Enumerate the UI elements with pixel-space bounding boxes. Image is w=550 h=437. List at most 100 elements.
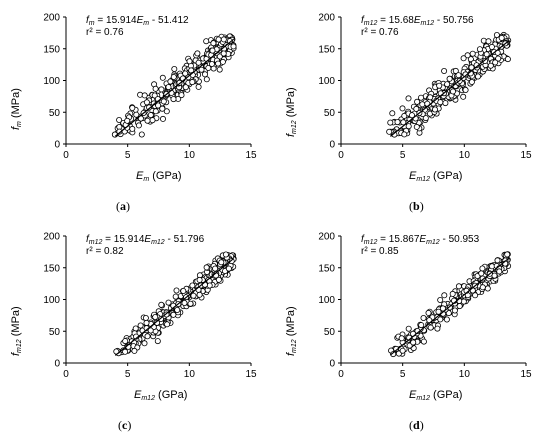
data-point	[386, 128, 393, 135]
x-axis-label: Em (GPa)	[136, 170, 182, 183]
regression-equation: fm12 = 15.68Em12 - 50.756 r² = 0.76	[361, 15, 474, 38]
data-point	[116, 117, 123, 124]
data-point	[215, 60, 222, 67]
data-point	[146, 104, 153, 111]
data-point	[210, 40, 217, 47]
data-point	[203, 38, 210, 45]
data-point	[203, 76, 210, 83]
data-point	[187, 300, 194, 307]
data-point	[196, 291, 203, 298]
data-point	[195, 59, 202, 66]
data-point	[414, 98, 421, 105]
trend-line	[389, 257, 510, 356]
r-squared: r² = 0.76	[361, 27, 399, 38]
r-squared: r² = 0.85	[361, 246, 399, 257]
data-point	[142, 315, 149, 322]
data-point	[469, 50, 476, 57]
x-axis-label: Em12 (GPa)	[409, 170, 463, 183]
x-tick-label: 0	[338, 369, 344, 380]
y-axis-label: fm12 (MPa)	[285, 87, 298, 137]
data-point	[399, 347, 406, 354]
data-point	[449, 290, 456, 297]
data-point	[495, 55, 502, 62]
data-point	[129, 104, 136, 111]
data-point	[220, 50, 227, 57]
x-tick-label: 5	[400, 150, 406, 161]
data-point	[122, 338, 129, 345]
panel-label: (b)	[409, 199, 424, 213]
data-point	[159, 115, 166, 122]
data-point	[460, 55, 467, 62]
data-point	[122, 348, 129, 355]
data-point	[456, 303, 463, 310]
data-point	[398, 335, 405, 342]
x-tick-label: 15	[520, 369, 532, 380]
data-point	[147, 112, 154, 119]
data-point	[158, 86, 165, 93]
x-tick-label: 10	[184, 150, 196, 161]
data-point	[408, 112, 415, 119]
data-point	[478, 270, 485, 277]
data-points	[113, 251, 237, 357]
y-tick-label: 150	[318, 44, 335, 55]
data-point	[387, 119, 394, 126]
data-point	[208, 61, 215, 68]
data-point	[476, 46, 483, 53]
y-tick-label: 150	[318, 263, 335, 274]
data-point	[483, 51, 490, 58]
data-point	[405, 95, 412, 102]
data-point	[455, 283, 462, 290]
data-point	[452, 67, 459, 74]
data-point	[498, 34, 505, 41]
x-tick-label: 15	[245, 150, 257, 161]
data-point	[216, 53, 223, 60]
data-point	[472, 292, 479, 299]
x-tick-label: 10	[459, 150, 471, 161]
panel-b: 0 5 10 15 0 50 100 150 200 fm12 (MPa) Em12 (GPa)…	[275, 0, 550, 218]
trend-line	[114, 257, 235, 356]
data-point	[173, 287, 180, 294]
data-point	[170, 311, 177, 318]
data-point	[137, 322, 144, 329]
data-point	[439, 305, 446, 312]
data-point	[462, 71, 469, 78]
y-tick-label: 200	[43, 13, 60, 24]
data-point	[165, 299, 172, 306]
data-point	[212, 265, 219, 272]
data-point	[163, 108, 170, 115]
data-point	[138, 131, 145, 138]
data-points	[111, 33, 237, 138]
y-tick-label: 150	[43, 263, 60, 274]
y-tick-label: 100	[43, 295, 60, 306]
panel-a: 0 5 10 15 0 50 100 150 200 fm (MPa) Em (GPa) fm …	[0, 0, 275, 218]
y-axis-label: fm (MPa)	[10, 88, 23, 130]
data-point	[451, 307, 458, 314]
data-point	[441, 68, 448, 75]
data-point	[442, 100, 449, 107]
data-point	[405, 123, 412, 130]
panel-d: 0 5 10 15 0 50 100 150 200 fm12 (MPa) Em12 (GPa)…	[275, 219, 550, 437]
panel-label: (d)	[409, 418, 424, 432]
data-point	[132, 325, 139, 332]
data-point	[152, 108, 159, 115]
data-point	[133, 111, 140, 118]
y-tick-label: 50	[324, 327, 336, 338]
y-tick-label: 100	[318, 295, 335, 306]
data-point	[485, 38, 492, 45]
data-point	[152, 314, 159, 321]
data-point	[484, 285, 491, 292]
data-point	[419, 101, 426, 108]
data-point	[405, 325, 412, 332]
data-point	[129, 125, 136, 132]
y-tick-label: 50	[324, 108, 336, 119]
data-point	[158, 301, 165, 308]
data-point	[230, 43, 237, 50]
data-point	[436, 82, 443, 89]
data-point	[189, 282, 196, 289]
x-tick-label: 0	[63, 150, 69, 161]
data-point	[441, 292, 448, 299]
y-tick-label: 0	[329, 140, 335, 151]
y-axis-label: fm12 (MPa)	[10, 306, 23, 356]
